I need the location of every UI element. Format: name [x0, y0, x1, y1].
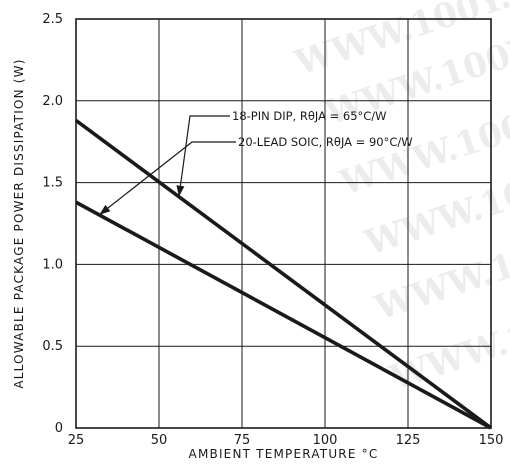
y-tick-label: 1.5	[42, 176, 63, 191]
series-lines	[74, 118, 493, 430]
y-tick-label: 0	[55, 421, 63, 436]
annotation-leader-line	[98, 141, 236, 216]
annotation-arrowhead	[176, 185, 185, 197]
tick-labels: 25 50 75 100 125 150 0 0.5 1.0 1.5 2.0 2.5	[42, 12, 503, 448]
annotation-label: 20-LEAD SOIC, RθJA = 90°C/W	[238, 135, 413, 149]
x-axis-title: AMBIENT TEMPERATURE °C	[189, 447, 379, 461]
series-line-18-pin-dip	[74, 118, 493, 430]
annotations: 18-PIN DIP, RθJA = 65°C/W 20-LEAD SOIC, R…	[98, 109, 413, 216]
annotation-label: 18-PIN DIP, RθJA = 65°C/W	[232, 109, 387, 123]
x-tick-label: 50	[151, 433, 168, 448]
y-axis-title: ALLOWABLE PACKAGE POWER DISSIPATION (W)	[12, 58, 26, 388]
x-tick-label: 150	[479, 433, 504, 448]
y-tick-label: 0.5	[42, 339, 63, 354]
y-tick-label: 2.5	[42, 12, 63, 27]
series-line-20-lead-soic	[75, 200, 492, 430]
y-tick-label: 1.0	[42, 257, 63, 272]
annotation-arrowhead	[99, 204, 111, 215]
plot-frame	[75, 18, 492, 429]
x-tick-label: 75	[234, 433, 251, 448]
x-tick-label: 125	[396, 433, 421, 448]
x-tick-label: 25	[68, 433, 85, 448]
x-tick-label: 100	[313, 433, 338, 448]
annotation-leader-line	[178, 115, 230, 197]
y-tick-label: 2.0	[42, 94, 63, 109]
watermark-layer: WWW.100Y.CWWW.100Y.CWWW.100Y.CWWW.100Y.C…	[289, 0, 510, 399]
